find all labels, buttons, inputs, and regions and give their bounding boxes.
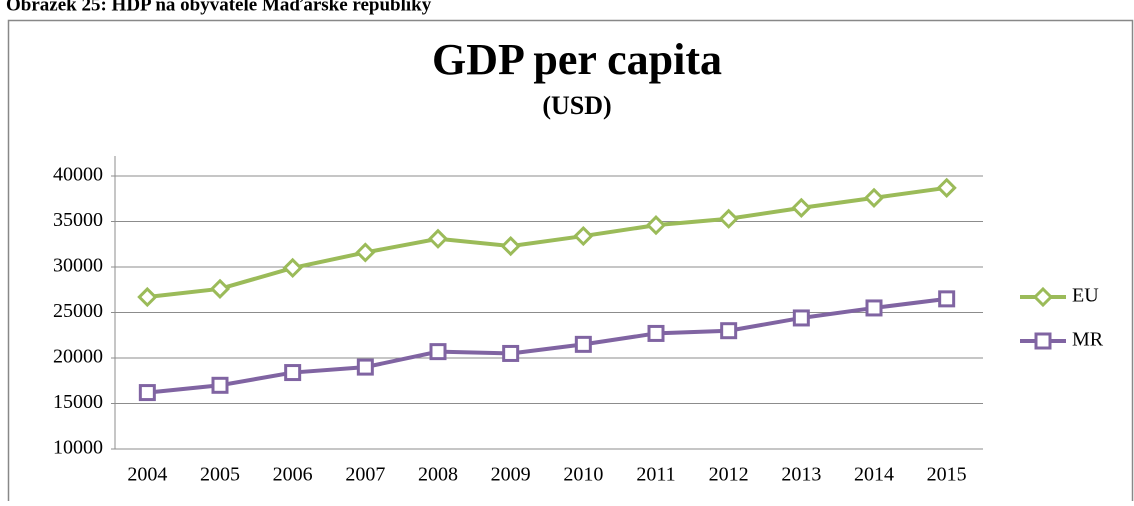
marker-square <box>138 384 156 402</box>
marker-diamond <box>863 187 885 208</box>
x-tick-label: 2005 <box>200 464 240 486</box>
legend-marker <box>1034 332 1052 350</box>
caption: Obrázek 25: HDP na obyvatele Maďarské re… <box>6 0 432 15</box>
series-line <box>147 185 947 300</box>
y-tick-label: 25000 <box>53 300 103 322</box>
chart-title: GDP per capita <box>432 35 722 84</box>
marker-diamond <box>137 286 158 308</box>
marker-square <box>865 299 883 317</box>
marker-diamond <box>209 278 231 299</box>
marker-square <box>792 309 810 327</box>
y-tick-label: 35000 <box>53 209 103 231</box>
x-tick-label: 2010 <box>563 464 603 486</box>
marker-diamond <box>645 215 667 236</box>
marker-square <box>211 376 229 394</box>
marker-diamond <box>427 228 449 249</box>
series-line <box>147 296 947 395</box>
marker-square <box>356 358 374 376</box>
marker-square <box>647 324 665 342</box>
x-tick-label: 2006 <box>273 464 313 486</box>
marker-diamond <box>936 177 957 198</box>
legend-marker <box>1032 286 1054 308</box>
x-tick-label: 2008 <box>418 464 458 486</box>
marker-square <box>502 344 520 362</box>
x-tick-label: 2013 <box>781 464 821 486</box>
marker-diamond <box>282 257 303 279</box>
y-tick-label: 15000 <box>53 391 103 413</box>
y-tick-label: 30000 <box>53 255 103 277</box>
y-tick-label: 20000 <box>53 346 103 368</box>
x-tick-label: 2004 <box>127 464 167 486</box>
marker-square <box>720 322 738 340</box>
marker-square <box>938 290 956 308</box>
y-tick-label: 40000 <box>53 164 103 186</box>
marker-square <box>574 335 592 353</box>
marker-square <box>429 343 447 361</box>
x-tick-label: 2009 <box>491 464 531 486</box>
x-tick-label: 2011 <box>636 464 675 486</box>
x-tick-label: 2015 <box>927 464 967 486</box>
marker-diamond <box>500 235 521 257</box>
x-tick-label: 2014 <box>854 464 894 486</box>
x-tick-label: 2012 <box>709 464 749 486</box>
marker-square <box>284 364 302 382</box>
marker-diamond <box>355 242 376 263</box>
marker-diamond <box>791 197 812 218</box>
y-tick-label: 10000 <box>53 437 103 459</box>
x-tick-label: 2007 <box>345 464 385 486</box>
marker-diamond <box>573 225 594 247</box>
chart-frame <box>7 19 1134 506</box>
legend-label: EU <box>1072 285 1099 307</box>
chart-subtitle: (USD) <box>542 91 611 120</box>
marker-diamond <box>718 208 739 229</box>
legend-label: MR <box>1072 329 1104 351</box>
